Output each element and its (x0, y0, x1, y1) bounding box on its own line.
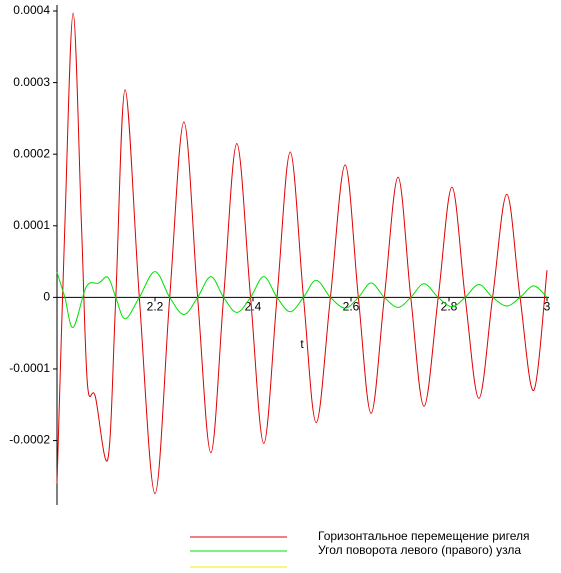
legend-label: Горизонтальное перемещение ригеля (318, 529, 529, 543)
y-tick-label: 0.0004 (13, 3, 50, 17)
series-line (56, 12, 548, 495)
series-line (56, 271, 548, 328)
y-tick-label: -0.0001 (9, 361, 50, 375)
x-tick-label: 2.2 (147, 300, 164, 314)
x-tick-label: 2.6 (343, 300, 360, 314)
y-tick-label: 0.0003 (13, 75, 50, 89)
y-tick-label: -0.0002 (9, 433, 50, 447)
x-axis-label: t (300, 337, 304, 351)
y-tick-label: 0.0002 (13, 146, 50, 160)
x-tick-label: 3 (544, 300, 551, 314)
legend-label: Угол поворота левого (правого) узла (318, 543, 521, 557)
y-tick-label: 0.0001 (13, 218, 50, 232)
y-tick-label: 0 (43, 290, 50, 304)
x-tick-label: 2.4 (245, 300, 262, 314)
